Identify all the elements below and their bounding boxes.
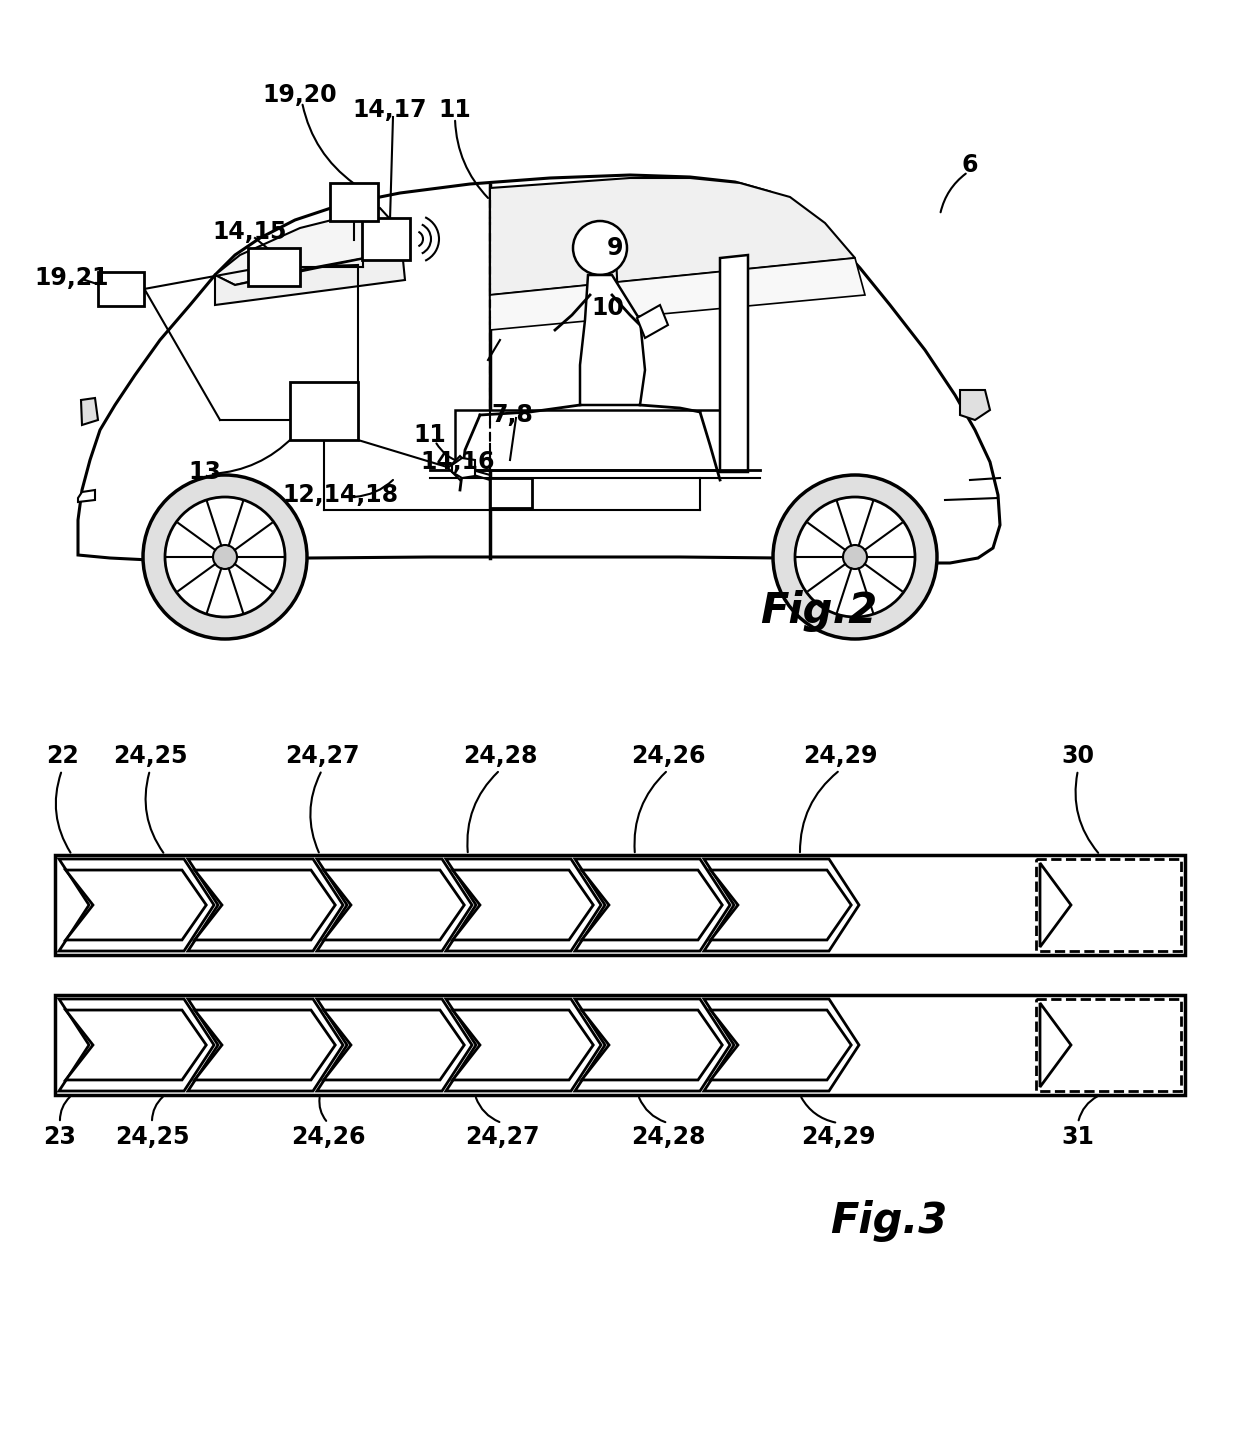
Bar — [490, 478, 532, 509]
Circle shape — [843, 545, 867, 569]
Circle shape — [573, 221, 627, 275]
Polygon shape — [580, 275, 645, 405]
Bar — [330, 184, 378, 221]
Polygon shape — [582, 870, 722, 939]
Polygon shape — [324, 870, 464, 939]
Polygon shape — [637, 305, 668, 338]
Bar — [98, 272, 144, 306]
Text: 24,29: 24,29 — [801, 1126, 875, 1149]
Text: 11: 11 — [439, 98, 471, 121]
Circle shape — [773, 475, 937, 639]
Polygon shape — [490, 178, 856, 295]
Text: 10: 10 — [591, 296, 625, 319]
Circle shape — [143, 475, 308, 639]
Polygon shape — [960, 390, 990, 420]
Polygon shape — [1040, 863, 1071, 946]
Polygon shape — [720, 254, 748, 473]
Polygon shape — [66, 1010, 206, 1079]
Text: 7,8: 7,8 — [491, 403, 533, 428]
Circle shape — [213, 545, 237, 569]
Bar — [362, 218, 410, 260]
Text: 24,27: 24,27 — [465, 1126, 539, 1149]
Bar — [248, 249, 300, 286]
Text: 24,26: 24,26 — [290, 1126, 366, 1149]
Polygon shape — [195, 870, 335, 939]
Polygon shape — [704, 858, 859, 951]
Polygon shape — [317, 998, 472, 1091]
Polygon shape — [195, 1010, 335, 1079]
Polygon shape — [188, 998, 343, 1091]
Polygon shape — [575, 858, 730, 951]
Bar — [290, 381, 358, 439]
Polygon shape — [711, 870, 852, 939]
Text: 14,15: 14,15 — [213, 220, 288, 244]
Text: 30: 30 — [1061, 744, 1095, 767]
Text: 19,21: 19,21 — [35, 266, 109, 290]
Text: Fig.3: Fig.3 — [830, 1199, 947, 1243]
Polygon shape — [60, 998, 215, 1091]
Text: 24,25: 24,25 — [115, 1126, 190, 1149]
Text: 24,29: 24,29 — [802, 744, 877, 767]
Polygon shape — [446, 998, 601, 1091]
Polygon shape — [575, 998, 730, 1091]
Polygon shape — [215, 208, 401, 285]
Text: 31: 31 — [1061, 1126, 1095, 1149]
Text: 11: 11 — [414, 423, 446, 447]
Circle shape — [165, 497, 285, 617]
Text: 23: 23 — [43, 1126, 77, 1149]
Text: 6: 6 — [962, 153, 978, 176]
Polygon shape — [453, 458, 475, 478]
Bar — [1035, 858, 1180, 951]
Polygon shape — [453, 1010, 593, 1079]
Polygon shape — [704, 998, 859, 1091]
Text: 22: 22 — [46, 744, 78, 767]
Text: 24,28: 24,28 — [631, 1126, 706, 1149]
Text: 24,26: 24,26 — [631, 744, 706, 767]
Text: 9: 9 — [606, 236, 624, 260]
Polygon shape — [490, 259, 866, 329]
Bar — [1035, 998, 1180, 1091]
Polygon shape — [188, 858, 343, 951]
Text: 24,28: 24,28 — [463, 744, 537, 767]
Text: 24,25: 24,25 — [113, 744, 187, 767]
Polygon shape — [711, 1010, 852, 1079]
Polygon shape — [453, 870, 593, 939]
Polygon shape — [582, 1010, 722, 1079]
Polygon shape — [317, 858, 472, 951]
Bar — [55, 855, 1185, 955]
Polygon shape — [215, 230, 405, 305]
Text: 19,20: 19,20 — [263, 82, 337, 107]
Polygon shape — [66, 870, 206, 939]
Polygon shape — [448, 457, 472, 480]
Text: 12,14,18: 12,14,18 — [281, 483, 398, 507]
Polygon shape — [81, 397, 98, 425]
Circle shape — [795, 497, 915, 617]
Polygon shape — [78, 490, 95, 501]
Polygon shape — [1040, 1003, 1071, 1087]
Text: Fig.2: Fig.2 — [760, 590, 877, 631]
Polygon shape — [78, 175, 999, 564]
Bar — [55, 996, 1185, 1095]
Polygon shape — [455, 410, 720, 470]
Polygon shape — [324, 1010, 464, 1079]
Text: 14,16: 14,16 — [420, 449, 495, 474]
Text: 13: 13 — [188, 460, 222, 484]
Text: 14,17: 14,17 — [352, 98, 428, 121]
Polygon shape — [60, 858, 215, 951]
Text: 24,27: 24,27 — [285, 744, 360, 767]
Polygon shape — [446, 858, 601, 951]
